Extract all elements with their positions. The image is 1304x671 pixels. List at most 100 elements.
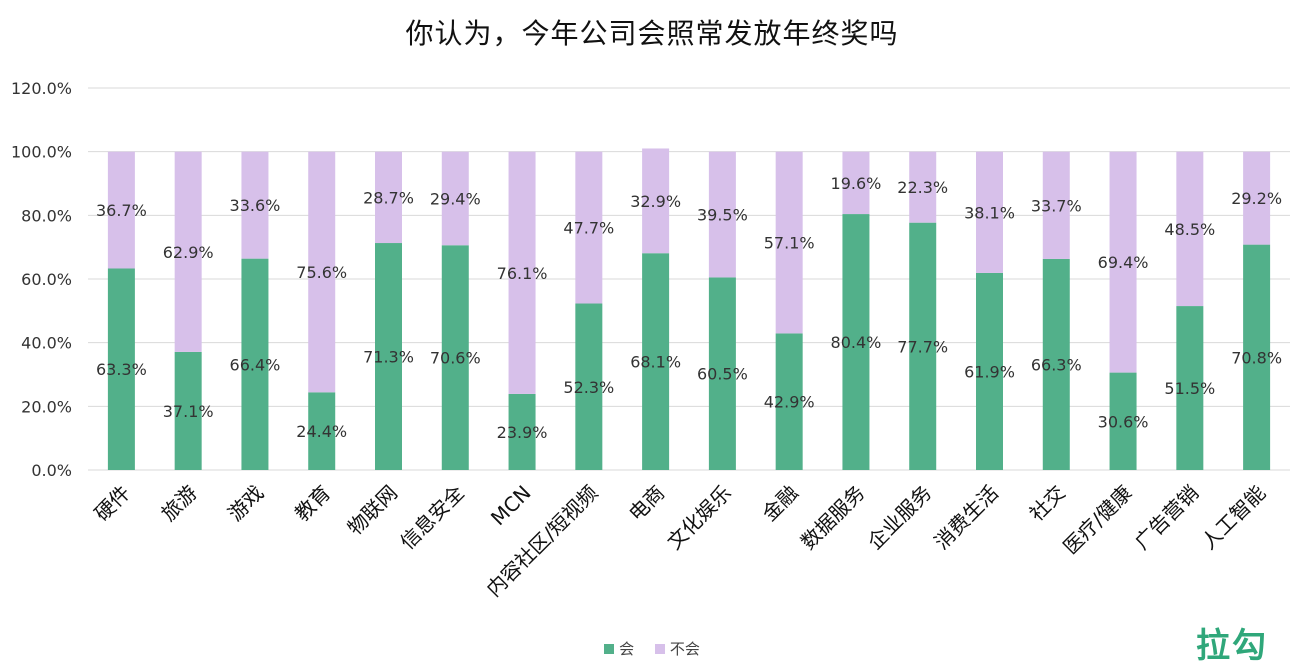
bar-segment-wont (174, 151, 202, 352)
data-label-wont: 19.6% (831, 174, 882, 193)
data-label-will: 30.6% (1098, 412, 1149, 431)
bar-segment-wont (976, 151, 1003, 273)
bar-segment-will (174, 351, 202, 470)
data-label-will: 68.1% (630, 353, 681, 372)
data-label-wont: 75.6% (296, 263, 347, 282)
data-label-will: 63.3% (96, 360, 147, 379)
y-tick-label: 0.0% (31, 461, 72, 480)
x-tick-label: 社交 (1025, 481, 1070, 526)
data-label-will: 37.1% (163, 402, 214, 421)
y-tick-label: 40.0% (21, 334, 72, 353)
bar-segment-wont (909, 151, 937, 223)
bar-segment-will (107, 268, 135, 470)
gridlines (88, 87, 1290, 471)
bar-segment-will (642, 253, 670, 470)
y-tick-label: 120.0% (11, 79, 72, 98)
data-label-will: 23.9% (497, 423, 548, 442)
data-label-will: 52.3% (563, 378, 614, 397)
data-label-wont: 47.7% (563, 219, 614, 238)
bar-segment-wont (508, 151, 536, 394)
bar-segment-wont (575, 151, 603, 304)
x-tick-label: 教育 (290, 481, 335, 526)
bar-segment-wont (1042, 151, 1070, 259)
x-tick-label: 医疗/健康 (1058, 481, 1136, 559)
bar-segment-wont (375, 151, 402, 244)
data-label-wont: 33.6% (230, 196, 281, 215)
y-tick-label: 80.0% (21, 206, 72, 225)
data-label-will: 66.4% (230, 355, 281, 374)
bar-segment-will (441, 245, 469, 470)
bar-segment-will (308, 392, 336, 470)
legend-item-wont: 不会 (654, 638, 700, 659)
x-tick-label: 游戏 (223, 481, 268, 526)
data-label-wont: 32.9% (630, 192, 681, 211)
data-label-will: 70.8% (1231, 348, 1282, 367)
bar-segment-wont (241, 151, 269, 259)
bar-segment-wont (1176, 151, 1204, 307)
y-tick-label: 60.0% (21, 270, 72, 289)
bar-segment-will (842, 214, 870, 470)
data-label-will: 66.3% (1031, 355, 1082, 374)
bar-segment-wont (775, 151, 803, 334)
data-labels: 63.3% 36.7% 37.1% 62.9% 66.4% 33.6% 24.4% 75.6%… (96, 174, 1282, 442)
data-label-wont: 39.5% (697, 206, 748, 225)
x-tick-label: 硬件 (90, 481, 135, 526)
data-label-will: 61.9% (964, 362, 1015, 381)
x-tick-label: 消费生活 (929, 481, 1003, 555)
y-tick-label: 100.0% (11, 143, 72, 162)
x-tick-label: 信息安全 (395, 481, 469, 555)
bar-segment-will (1176, 306, 1204, 470)
bar-segment-will (1042, 258, 1070, 470)
data-label-wont: 38.1% (964, 203, 1015, 222)
data-label-wont: 57.1% (764, 234, 815, 253)
bar-segment-will (708, 277, 736, 470)
bar-segment-wont (441, 151, 469, 246)
x-tick-label: 物联网 (343, 481, 402, 540)
x-tick-label: 人工智能 (1197, 481, 1271, 555)
legend-item-will: 会 (604, 638, 634, 659)
data-label-wont: 62.9% (163, 243, 214, 262)
x-tick-label: 电商 (624, 481, 669, 526)
bar-segment-wont (1243, 151, 1271, 245)
x-tick-label: 数据服务 (796, 481, 870, 555)
x-tick-label: MCN (486, 481, 536, 531)
y-tick-label: 20.0% (21, 397, 72, 416)
lagou-logo: 拉勾 (1196, 626, 1268, 666)
bar-segment-will (241, 258, 269, 470)
data-label-wont: 29.4% (430, 189, 481, 208)
data-label-will: 60.5% (697, 365, 748, 384)
data-label-will: 80.4% (831, 333, 882, 352)
bar-segment-will (909, 222, 937, 470)
data-label-wont: 28.7% (363, 188, 414, 207)
legend-swatch-will (604, 643, 615, 654)
legend-label-wont: 不会 (669, 640, 700, 658)
data-label-will: 70.6% (430, 349, 481, 368)
data-label-wont: 48.5% (1164, 220, 1215, 239)
bar-segment-will (775, 333, 803, 470)
legend-swatch-wont (654, 643, 665, 654)
bar-segment-wont (708, 151, 736, 278)
legend-label-will: 会 (619, 640, 635, 658)
x-tick-label: 文化娱乐 (662, 481, 736, 555)
bar-segment-will (375, 243, 402, 470)
bar-segment-wont (1109, 151, 1137, 373)
data-label-wont: 29.2% (1231, 189, 1282, 208)
bars (107, 148, 1271, 470)
data-label-will: 24.4% (296, 422, 347, 441)
x-tick-label: 旅游 (156, 481, 201, 526)
bar-segment-will (508, 393, 536, 470)
data-label-will: 51.5% (1164, 379, 1215, 398)
chart-title: 你认为，今年公司会照常发放年终奖吗 (405, 17, 899, 50)
y-axis-ticks: 0.0% 20.0% 40.0% 60.0% 80.0% 100.0% 120.0% (11, 79, 72, 480)
data-label-will: 77.7% (897, 337, 948, 356)
bar-segment-wont (308, 151, 336, 393)
bar-segment-wont (107, 151, 135, 269)
data-label-wont: 69.4% (1098, 253, 1149, 272)
bar-segment-wont (842, 151, 870, 215)
data-label-wont: 76.1% (497, 264, 548, 283)
bar-segment-will (575, 303, 603, 470)
data-label-will: 71.3% (363, 348, 414, 367)
bar-segment-will (976, 272, 1003, 470)
